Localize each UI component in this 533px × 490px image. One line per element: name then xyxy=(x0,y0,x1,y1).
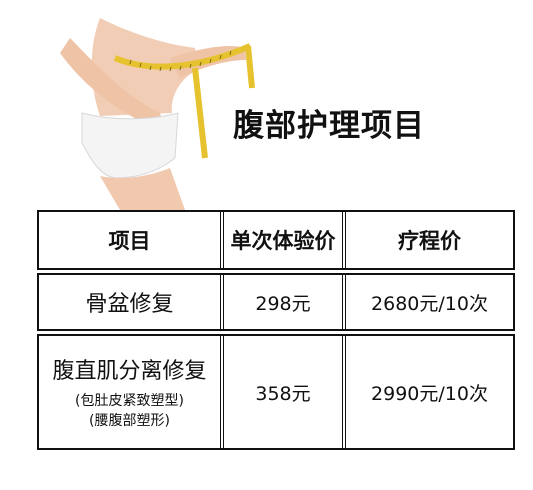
item-cell: 腹直肌分离修复 (包肚皮紧致塑型) (腰腹部塑形) xyxy=(39,336,224,448)
header-single-price: 单次体验价 xyxy=(224,212,346,268)
waist-tape-measure-image xyxy=(60,18,265,210)
course-price: 2680元/10次 xyxy=(371,292,488,315)
item-note: (包肚皮紧致塑型) xyxy=(75,392,184,409)
item-cell: 骨盆修复 xyxy=(39,275,224,329)
single-price: 358元 xyxy=(255,382,311,405)
single-price: 298元 xyxy=(255,292,311,315)
item-name: 骨盆修复 xyxy=(85,292,174,317)
single-price-cell: 298元 xyxy=(224,275,346,329)
item-note: (腰腹部塑形) xyxy=(89,413,170,429)
single-price-cell: 358元 xyxy=(224,336,346,448)
header-course-price: 疗程价 xyxy=(398,229,461,253)
table-header-row: 项目 单次体验价 疗程价 xyxy=(37,210,515,270)
table-row: 腹直肌分离修复 (包肚皮紧致塑型) (腰腹部塑形) 358元 2990元/10次 xyxy=(37,334,515,450)
waist-tape-measure-icon xyxy=(60,18,255,210)
item-name: 腹直肌分离修复 xyxy=(52,358,207,384)
price-table: 项目 单次体验价 疗程价 骨盆修复 298元 2680元/10次 腹直肌分离修复… xyxy=(37,210,515,453)
table-row: 骨盆修复 298元 2680元/10次 xyxy=(37,273,515,331)
course-price-cell: 2990元/10次 xyxy=(346,336,513,448)
page-title: 腹部护理项目 xyxy=(233,108,425,144)
course-price-cell: 2680元/10次 xyxy=(346,275,513,329)
course-price: 2990元/10次 xyxy=(371,382,488,405)
header-item: 项目 xyxy=(39,212,224,268)
